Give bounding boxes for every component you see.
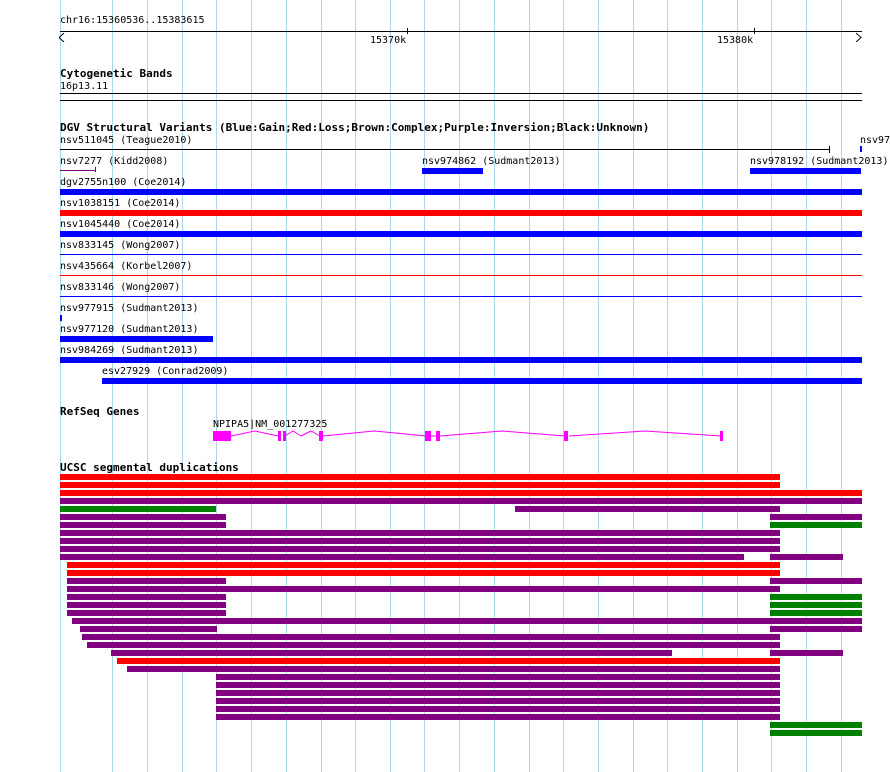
segdup-bar[interactable] [60,474,780,480]
segdup-bar[interactable] [67,586,780,592]
refseq-gene-label[interactable]: NPIPA5|NM_001277325 [213,419,328,430]
segdup-bar[interactable] [80,626,217,632]
ruler-right-arrow-icon[interactable] [855,27,862,43]
dgv-feature-label[interactable]: nsv833145 (Wong2007) [60,240,181,251]
dgv-feature-label[interactable]: nsv97 [860,135,890,146]
segdup-bar[interactable] [67,602,226,608]
dgv-feature-bar[interactable] [60,357,862,363]
dgv-feature-label[interactable]: nsv974862 (Sudmant2013) [422,156,561,167]
cytoband-top-line [60,93,862,94]
dgv-feature-label[interactable]: nsv977915 (Sudmant2013) [60,303,199,314]
segdup-track-title: UCSC segmental duplications [60,461,239,474]
dgv-feature-bar[interactable] [60,296,862,297]
dgv-feature-bar[interactable] [60,315,62,321]
dgv-feature-end-tick [95,167,96,172]
dgv-feature-bar[interactable] [750,168,861,174]
dgv-feature-bar[interactable] [60,231,862,237]
segdup-bar[interactable] [72,618,862,624]
dgv-feature-bar[interactable] [60,254,862,255]
segdup-bar[interactable] [770,610,862,616]
segdup-bar[interactable] [60,522,226,528]
refseq-track-title: RefSeq Genes [60,405,140,418]
dgv-feature-label[interactable]: nsv984269 (Sudmant2013) [60,345,199,356]
segdup-bar[interactable] [60,498,862,504]
dgv-feature-label[interactable]: nsv1045440 (Coe2014) [60,219,181,230]
dgv-feature-bar[interactable] [60,275,862,276]
segdup-bar[interactable] [127,666,780,672]
segdup-bar[interactable] [770,554,843,560]
dgv-feature-bar[interactable] [60,336,213,342]
segdup-bar[interactable] [770,626,862,632]
dgv-track-title: DGV Structural Variants (Blue:Gain;Red:L… [60,121,650,134]
segdup-bar[interactable] [770,650,843,656]
ruler-tick-label: 15380k [717,35,754,46]
segdup-bar[interactable] [117,658,780,664]
dgv-feature-label[interactable]: nsv978192 (Sudmant2013) [750,156,889,167]
segdup-bar[interactable] [216,706,780,712]
dgv-feature-bar[interactable] [422,168,483,174]
dgv-feature-end-tick [829,146,830,153]
segdup-bar[interactable] [111,650,672,656]
dgv-feature-label[interactable]: dgv2755n100 (Coe2014) [60,177,187,188]
ruler-tick [407,28,408,34]
segdup-bar[interactable] [67,610,226,616]
cytoband-label: 16p13.11 [60,81,109,92]
dgv-feature-label[interactable]: nsv7277 (Kidd2008) [60,156,169,167]
segdup-bar[interactable] [515,506,780,512]
dgv-feature-bar[interactable] [60,189,862,195]
dgv-feature-bar[interactable] [60,210,862,216]
segdup-bar[interactable] [770,514,862,520]
dgv-feature-bar[interactable] [102,378,862,384]
segdup-bar[interactable] [216,682,780,688]
segdup-bar[interactable] [770,594,862,600]
segdup-bar[interactable] [60,554,744,560]
segdup-bar[interactable] [60,506,216,512]
segdup-bar[interactable] [770,578,862,584]
segdup-bar[interactable] [60,538,780,544]
segdup-bar[interactable] [60,514,226,520]
segdup-bar[interactable] [770,602,862,608]
cytoband-track-title: Cytogenetic Bands [60,67,173,80]
segdup-bar[interactable] [216,690,780,696]
dgv-feature-label[interactable]: nsv511045 (Teague2010) [60,135,193,146]
segdup-bar[interactable] [216,714,780,720]
segdup-bar[interactable] [60,490,862,496]
segdup-bar[interactable] [60,546,780,552]
dgv-feature-bar[interactable] [60,149,830,150]
ruler-left-arrow-icon[interactable] [58,27,65,43]
segdup-bar[interactable] [87,642,780,648]
ruler-tick-label: 15370k [370,35,407,46]
dgv-feature-label[interactable]: nsv833146 (Wong2007) [60,282,181,293]
segdup-bar[interactable] [60,530,780,536]
segdup-bar[interactable] [67,594,226,600]
region-label: chr16:15360536..15383615 [60,15,205,26]
dgv-feature-label[interactable]: nsv435664 (Korbel2007) [60,261,193,272]
dgv-feature-label[interactable]: nsv977120 (Sudmant2013) [60,324,199,335]
ruler-tick [754,28,755,34]
segdup-bar[interactable] [770,522,862,528]
segdup-bar[interactable] [770,730,862,736]
segdup-bar[interactable] [67,578,226,584]
dgv-feature-label[interactable]: nsv1038151 (Coe2014) [60,198,181,209]
segdup-bar[interactable] [216,698,780,704]
segdup-bar[interactable] [67,570,780,576]
segdup-bar[interactable] [82,634,780,640]
ruler-axis [60,31,862,32]
cytoband-bottom-line [60,100,862,101]
segdup-bar[interactable] [770,722,862,728]
dgv-feature-label[interactable]: esv27929 (Conrad2009) [102,366,229,377]
segdup-bar[interactable] [216,674,780,680]
dgv-feature-bar[interactable] [860,146,862,152]
segdup-bar[interactable] [60,482,780,488]
segdup-bar[interactable] [67,562,780,568]
dgv-feature-bar[interactable] [60,170,96,171]
